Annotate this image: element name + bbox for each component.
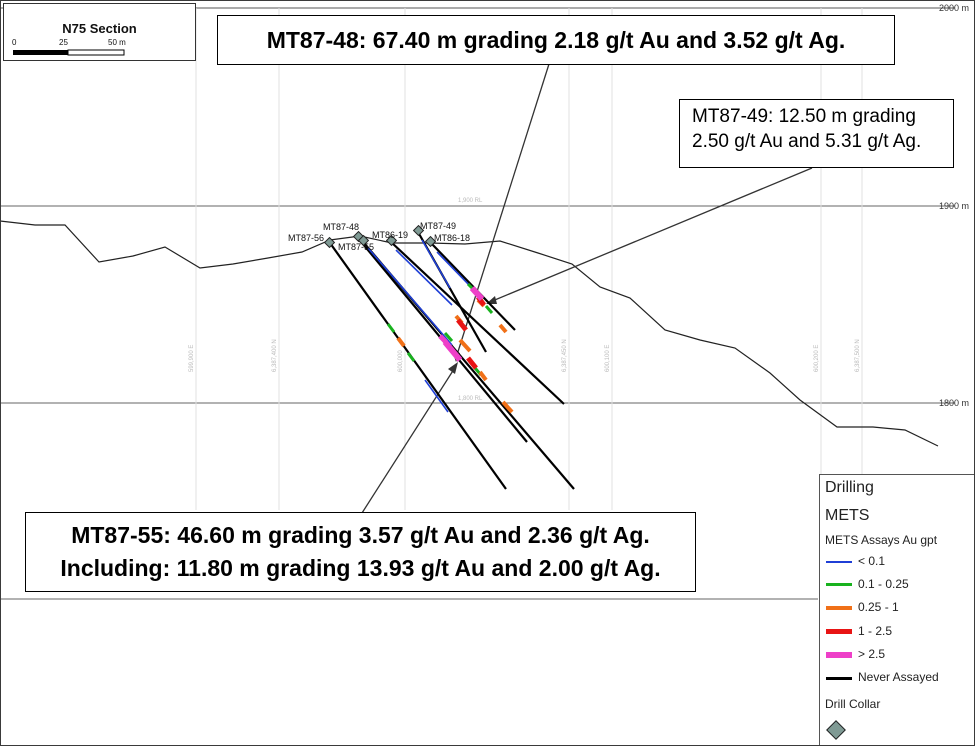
callout-mt87-49-line2: 2.50 g/t Au and 5.31 g/t Ag.: [692, 131, 922, 152]
leader-line-mt87-55: [361, 365, 457, 514]
assay-segment-lt-0-1: [436, 251, 471, 287]
collar-label-mt87-56: MT87-56: [288, 233, 324, 243]
drillhole-trace-mt86-19: [390, 241, 565, 405]
assay-segment-lt-0-1: [367, 247, 453, 346]
legend-item: Never Assayed: [826, 669, 971, 687]
assay-segment-0-25-1: [501, 400, 514, 414]
legend-label: 0.1 - 0.25: [858, 577, 909, 591]
legend-label: > 2.5: [858, 647, 886, 661]
legend-swatch-lt-0-1: [826, 561, 852, 563]
legend-swatch-0-1-0-25: [826, 583, 852, 586]
drillhole-trace-mt87-56: [329, 242, 507, 490]
assay-segment-0-1-0-25: [443, 332, 454, 342]
callout-mt87-55: MT87-55: 46.60 m grading 3.57 g/t Au and…: [25, 512, 696, 592]
legend-subtitle: METS Assays Au gpt: [825, 533, 938, 547]
assay-segment-0-25-1: [458, 338, 472, 353]
legend-item: 0.1 - 0.25: [826, 576, 971, 594]
assay-segment-lt-0-1: [421, 239, 451, 289]
legend-label: < 0.1: [858, 554, 886, 568]
grid-label: 6,387,500 N: [855, 339, 861, 372]
legend-item: < 0.1: [826, 553, 971, 571]
elevation-label-2000: 2000 m: [939, 3, 969, 13]
drill-collar-mt87-56[interactable]: [323, 236, 336, 249]
collar-label-mt87-55: MT87-55: [338, 242, 374, 252]
callout-mt87-55-line1: MT87-55: 46.60 m grading 3.57 g/t Au and…: [71, 522, 650, 548]
legend-label: Never Assayed: [858, 670, 939, 684]
rl-label-1900: 1,900 RL: [458, 198, 483, 204]
assay-segment-1-2-5: [456, 318, 468, 332]
rl-label-1800: 1,800 RL: [458, 396, 483, 402]
assay-segment-1-2-5: [466, 356, 478, 370]
assay-segment-lt-0-1: [424, 379, 449, 413]
drill-collar-mt86-18[interactable]: [424, 235, 437, 248]
drill-collar-icon: [826, 720, 846, 740]
legend-swatch-gt-2-5: [826, 652, 852, 658]
topography-line: [0, 220, 939, 447]
drillhole-trace-mt86-18: [430, 242, 516, 331]
legend-swatch-never-assayed: [826, 677, 852, 680]
legend: Drilling METS METS Assays Au gpt < 0.1 0…: [819, 474, 975, 746]
legend-label: 1 - 2.5: [858, 624, 893, 638]
scale-bar: [13, 49, 125, 56]
collar-label-mt86-19: MT86-19: [372, 230, 408, 240]
leader-line-mt87-48: [455, 63, 550, 359]
elevation-label-1900: 1900 m: [939, 201, 969, 211]
elevation-label-1800: 1800 m: [939, 398, 969, 408]
leader-line-mt87-49: [489, 167, 813, 303]
callout-mt87-48: MT87-48: 67.40 m grading 2.18 g/t Au and…: [217, 15, 895, 65]
callout-mt87-49-line1: MT87-49: 12.50 m grading: [692, 106, 916, 127]
legend-label: 0.25 - 1: [858, 600, 899, 614]
scale-label-25: 25: [59, 38, 68, 47]
collar-label-mt87-48: MT87-48: [323, 222, 359, 232]
callout-mt87-48-text: MT87-48: 67.40 m grading 2.18 g/t Au and…: [266, 27, 846, 53]
leader-arrow-mt87-55: [448, 362, 458, 374]
section-title-box: N75 Section 0 25 50 m: [3, 3, 196, 61]
legend-item: 1 - 2.5: [826, 623, 971, 641]
legend-swatch-1-2-5: [826, 629, 852, 634]
grid-label: 600,000: [398, 350, 404, 372]
collar-label-mt87-49: MT87-49: [420, 221, 456, 231]
assay-segment-0-1-0-25: [484, 305, 494, 314]
grid-label: 600,100 E: [605, 345, 611, 372]
grid-label: 6,387,400 N: [272, 339, 278, 372]
callout-mt87-49: MT87-49: 12.50 m grading 2.50 g/t Au and…: [679, 99, 954, 168]
assay-segment-0-25-1: [396, 336, 406, 348]
legend-title: Drilling: [825, 479, 874, 496]
assay-segment-0-1-0-25: [386, 323, 396, 333]
drill-collar-mt87-49[interactable]: [412, 224, 425, 237]
scale-label-0: 0: [12, 38, 17, 47]
collar-label-mt86-18: MT86-18: [434, 233, 470, 243]
assay-segment-0-25-1: [498, 323, 508, 334]
scale-label-50: 50 m: [108, 38, 126, 47]
assay-segment-gt-2-5: [469, 285, 485, 302]
grid-label: 600,200 E: [814, 345, 820, 372]
assay-segment-gt-2-5: [442, 340, 463, 362]
assay-segment-0-25-1: [478, 370, 488, 382]
assay-segment-gt-2-5: [438, 334, 448, 344]
legend-item: 0.25 - 1: [826, 599, 971, 617]
drill-collar-mt87-55[interactable]: [357, 234, 370, 247]
legend-swatch-0-25-1: [826, 606, 852, 610]
legend-group: METS: [825, 507, 870, 524]
assay-segment-0-1-0-25: [406, 352, 416, 362]
drill-collar-mt86-19[interactable]: [385, 234, 398, 247]
assay-segment-lt-0-1: [395, 249, 453, 306]
legend-collar-label: Drill Collar: [825, 697, 881, 711]
grid-label: 599,900 E: [189, 345, 195, 372]
grid-label: 6,387,450 N: [562, 339, 568, 372]
callout-mt87-55-line2: Including: 11.80 m grading 13.93 g/t Au …: [60, 555, 661, 581]
section-title: N75 Section: [62, 21, 137, 36]
legend-item: > 2.5: [826, 646, 971, 664]
